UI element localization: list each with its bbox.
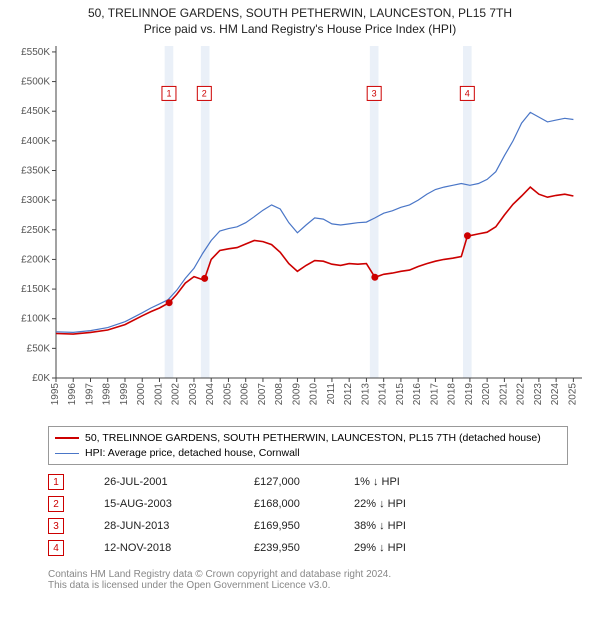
svg-text:2014: 2014 [378, 383, 389, 406]
svg-text:£100K: £100K [21, 314, 50, 325]
sale-row: 3 28-JUN-2013£169,95038% ↓ HPI [48, 515, 586, 537]
sale-index-box: 3 [48, 518, 64, 534]
sale-price: £168,000 [254, 498, 354, 510]
svg-text:2011: 2011 [326, 383, 337, 405]
svg-text:2002: 2002 [171, 383, 182, 406]
sale-row: 4 12-NOV-2018£239,95029% ↓ HPI [48, 537, 586, 559]
legend-swatch-property [55, 437, 79, 439]
sale-delta-vs-hpi: 38% ↓ HPI [354, 520, 474, 532]
svg-text:3: 3 [372, 88, 377, 98]
sale-row: 1 26-JUL-2001£127,0001% ↓ HPI [48, 471, 586, 493]
svg-text:2004: 2004 [205, 383, 216, 406]
sale-events-table: 1 26-JUL-2001£127,0001% ↓ HPI 2 15-AUG-2003… [48, 471, 586, 559]
svg-text:2015: 2015 [395, 383, 406, 406]
svg-text:2003: 2003 [188, 383, 199, 406]
chart-title: 50, TRELINNOE GARDENS, SOUTH PETHERWIN, … [8, 6, 592, 36]
svg-text:£400K: £400K [21, 136, 50, 147]
legend-label-hpi: HPI: Average price, detached house, Corn… [85, 446, 300, 461]
svg-text:£350K: £350K [21, 166, 50, 177]
svg-text:£250K: £250K [21, 225, 50, 236]
svg-text:1997: 1997 [84, 383, 95, 406]
svg-text:2013: 2013 [360, 383, 371, 406]
title-line2: Price paid vs. HM Land Registry's House … [8, 22, 592, 36]
sale-index-box: 2 [48, 496, 64, 512]
sale-price: £239,950 [254, 542, 354, 554]
legend: 50, TRELINNOE GARDENS, SOUTH PETHERWIN, … [48, 426, 568, 465]
svg-text:2012: 2012 [343, 383, 354, 406]
svg-text:2017: 2017 [429, 383, 440, 406]
svg-text:4: 4 [465, 88, 470, 98]
svg-text:£50K: £50K [27, 343, 51, 354]
svg-text:2005: 2005 [222, 383, 233, 406]
svg-text:2006: 2006 [240, 383, 251, 406]
svg-text:£150K: £150K [21, 284, 50, 295]
svg-text:1: 1 [166, 88, 171, 98]
footer-line2: This data is licensed under the Open Gov… [48, 580, 586, 591]
price-chart: £0K £50K £100K £150K £200K £250K £300K £350K £40… [8, 40, 592, 420]
sale-price: £127,000 [254, 476, 354, 488]
svg-text:2025: 2025 [567, 383, 578, 406]
svg-text:2016: 2016 [412, 383, 423, 406]
svg-text:2000: 2000 [136, 383, 147, 406]
svg-text:2009: 2009 [291, 383, 302, 406]
svg-text:£0K: £0K [32, 373, 50, 384]
chart-svg: £0K £50K £100K £150K £200K £250K £300K £350K £40… [8, 40, 592, 420]
sale-index-box: 1 [48, 474, 64, 490]
svg-text:£550K: £550K [21, 47, 50, 58]
sale-delta-vs-hpi: 22% ↓ HPI [354, 498, 474, 510]
svg-text:2019: 2019 [464, 383, 475, 406]
sale-row: 2 15-AUG-2003£168,00022% ↓ HPI [48, 493, 586, 515]
svg-text:2022: 2022 [516, 383, 527, 406]
sale-index-box: 4 [48, 540, 64, 556]
svg-text:2021: 2021 [498, 383, 509, 406]
svg-text:£300K: £300K [21, 195, 50, 206]
svg-text:2010: 2010 [309, 383, 320, 406]
svg-text:1999: 1999 [119, 383, 130, 406]
sale-date: 12-NOV-2018 [104, 542, 254, 554]
sale-delta-vs-hpi: 29% ↓ HPI [354, 542, 474, 554]
legend-row-property: 50, TRELINNOE GARDENS, SOUTH PETHERWIN, … [55, 431, 561, 446]
svg-text:1998: 1998 [102, 383, 113, 406]
svg-text:£500K: £500K [21, 77, 50, 88]
svg-text:£200K: £200K [21, 254, 50, 265]
data-attribution: Contains HM Land Registry data © Crown c… [48, 569, 586, 591]
sale-delta-vs-hpi: 1% ↓ HPI [354, 476, 474, 488]
svg-text:£450K: £450K [21, 106, 50, 117]
legend-label-property: 50, TRELINNOE GARDENS, SOUTH PETHERWIN, … [85, 431, 541, 446]
svg-text:2020: 2020 [481, 383, 492, 406]
svg-text:2001: 2001 [153, 383, 164, 406]
legend-swatch-hpi [55, 453, 79, 454]
sale-date: 28-JUN-2013 [104, 520, 254, 532]
svg-text:2007: 2007 [257, 383, 268, 406]
sale-price: £169,950 [254, 520, 354, 532]
svg-text:1995: 1995 [50, 383, 61, 406]
svg-text:2018: 2018 [447, 383, 458, 406]
svg-text:1996: 1996 [67, 383, 78, 406]
svg-text:2008: 2008 [274, 383, 285, 406]
sale-date: 26-JUL-2001 [104, 476, 254, 488]
svg-text:2023: 2023 [533, 383, 544, 406]
legend-row-hpi: HPI: Average price, detached house, Corn… [55, 446, 561, 461]
footer-line1: Contains HM Land Registry data © Crown c… [48, 569, 586, 580]
svg-text:2: 2 [202, 88, 207, 98]
svg-text:2024: 2024 [550, 383, 561, 406]
title-line1: 50, TRELINNOE GARDENS, SOUTH PETHERWIN, … [8, 6, 592, 20]
sale-date: 15-AUG-2003 [104, 498, 254, 510]
